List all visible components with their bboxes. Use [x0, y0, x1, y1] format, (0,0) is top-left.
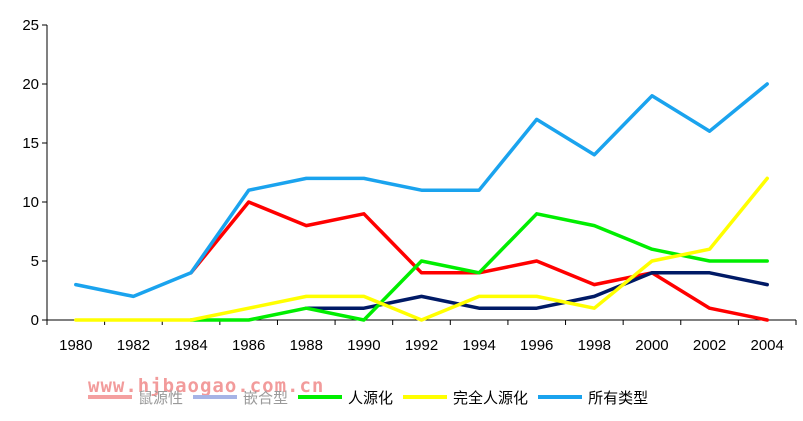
legend-item-2: 人源化	[298, 387, 393, 408]
series-lines	[74, 82, 769, 322]
x-tick-label: 2004	[751, 337, 784, 354]
y-tick-label: 20	[22, 76, 39, 93]
legend-item-1: 嵌合型	[193, 387, 288, 408]
series-line-4	[74, 82, 769, 299]
y-tick-label: 25	[22, 17, 39, 34]
y-tick-label: 10	[22, 194, 39, 211]
x-tick-label: 1988	[290, 337, 323, 354]
x-tick-label: 1982	[117, 337, 150, 354]
y-tick-label: 15	[22, 135, 39, 152]
x-tick-label: 2000	[635, 337, 668, 354]
legend-label: 完全人源化	[453, 388, 529, 407]
y-tick-label: 5	[31, 253, 39, 270]
legend-label: 嵌合型	[243, 388, 289, 407]
legend: 鼠源性 嵌合型 人源化 完全人源化 所有类型	[88, 382, 788, 412]
x-tick-label: 1998	[578, 337, 611, 354]
legend-label: 所有类型	[588, 388, 649, 407]
series-line-3	[74, 176, 769, 322]
x-tick-label: 1980	[59, 337, 92, 354]
x-tick-label: 1986	[232, 337, 265, 354]
legend-item-4: 所有类型	[538, 387, 648, 408]
x-tick-label: 1992	[405, 337, 438, 354]
x-tick-label: 1994	[462, 337, 495, 354]
series-line-2	[189, 212, 769, 322]
legend-item-0: 鼠源性	[88, 387, 183, 408]
legend-label: 鼠源性	[138, 388, 184, 407]
y-tick-label: 0	[31, 312, 39, 329]
legend-swatch	[88, 395, 132, 399]
legend-label: 人源化	[348, 388, 394, 407]
x-tick-label: 1996	[520, 337, 553, 354]
legend-swatch	[403, 395, 448, 399]
legend-swatch	[298, 395, 343, 399]
axes	[42, 24, 797, 325]
x-tick-label: 1990	[347, 337, 380, 354]
tick-labels: 0 5 10 15 20 25 1980 1982 1984 1986 1988 1990 1992 19…	[22, 17, 784, 354]
x-tick-label: 1984	[174, 337, 207, 354]
x-tick-label: 2002	[693, 337, 726, 354]
legend-swatch	[193, 395, 238, 399]
legend-swatch	[538, 395, 583, 399]
legend-item-3: 完全人源化	[403, 387, 528, 408]
